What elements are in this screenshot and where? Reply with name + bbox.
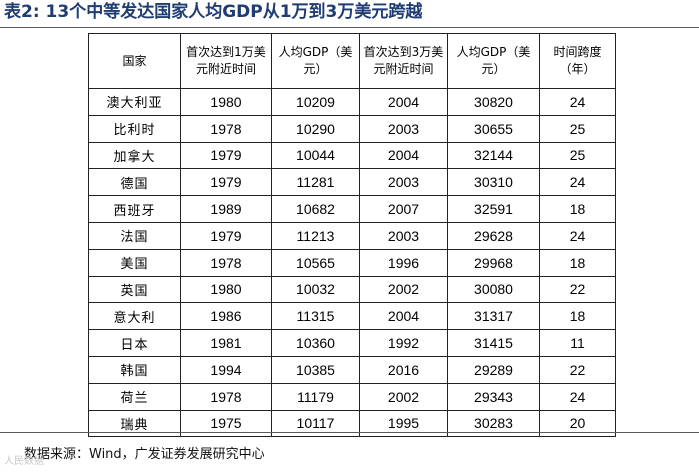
header-30k-year: 首次达到3万美元附近时间 [359,33,448,89]
cell-year-10k: 1979 [180,221,272,250]
cell-span: 24 [539,168,616,197]
cell-span: 22 [539,275,616,304]
header-country: 国家 [88,33,181,89]
header-30k-gdp: 人均GDP（美元） [447,33,540,89]
cell-span: 24 [539,88,616,116]
watermark: 人民数据 [4,456,44,467]
cell-year-10k: 1978 [180,382,272,411]
cell-year-10k: 1981 [180,329,272,357]
cell-gdp-30k: 32144 [447,141,540,170]
cell-gdp-10k: 11213 [271,221,360,250]
data-source: 数据来源：Wind，广发证券发展研究中心 [0,432,699,472]
cell-country: 英国 [88,275,181,304]
table-row: 日本 1981 10360 1992 31415 11 [88,329,616,357]
table-row: 德国 1979 11281 2003 30310 24 [88,168,616,197]
cell-span: 25 [539,114,616,143]
cell-gdp-30k: 31415 [447,329,540,357]
header-row: 国家 首次达到1万美元附近时间 人均GDP（美元） 首次达到3万美元附近时间 人… [88,33,616,89]
cell-year-10k: 1994 [180,355,272,384]
cell-year-10k: 1989 [180,195,272,223]
cell-year-30k: 1996 [359,248,448,277]
table-row: 英国 1980 10032 2002 30080 22 [88,275,616,304]
header-span: 时间跨度（年） [539,33,616,89]
cell-year-30k: 2002 [359,382,448,411]
cell-year-30k: 2016 [359,355,448,384]
cell-year-30k: 1992 [359,329,448,357]
cell-gdp-30k: 30820 [447,88,540,116]
cell-span: 18 [539,195,616,223]
table-row: 法国 1979 11213 2003 29628 24 [88,221,616,250]
cell-span: 18 [539,302,616,331]
cell-span: 25 [539,141,616,170]
cell-span: 22 [539,355,616,384]
table-title: 表2: 13个中等发达国家人均GDP从1万到3万美元跨越 [0,0,699,28]
cell-gdp-10k: 11179 [271,382,360,411]
cell-span: 11 [539,329,616,357]
cell-gdp-10k: 10032 [271,275,360,304]
header-10k-year: 首次达到1万美元附近时间 [180,33,272,89]
table-row: 比利时 1978 10290 2003 30655 25 [88,114,616,143]
cell-gdp-30k: 29343 [447,382,540,411]
cell-country: 加拿大 [88,141,181,170]
cell-year-10k: 1978 [180,248,272,277]
table-row: 美国 1978 10565 1996 29968 18 [88,248,616,277]
table-body: 澳大利亚 1980 10209 2004 30820 24 比利时 1978 10290 2003… [88,88,616,438]
cell-span: 24 [539,221,616,250]
cell-gdp-10k: 10385 [271,355,360,384]
cell-year-30k: 2004 [359,141,448,170]
cell-country: 日本 [88,329,181,357]
header-10k-gdp: 人均GDP（美元） [271,33,360,89]
cell-country: 意大利 [88,302,181,331]
table-row: 西班牙 1989 10682 2007 32591 18 [88,195,616,223]
cell-country: 比利时 [88,114,181,143]
cell-year-10k: 1980 [180,275,272,304]
cell-gdp-10k: 10290 [271,114,360,143]
cell-gdp-10k: 11281 [271,168,360,197]
cell-gdp-30k: 29968 [447,248,540,277]
cell-country: 美国 [88,248,181,277]
cell-country: 韩国 [88,355,181,384]
cell-country: 荷兰 [88,382,181,411]
cell-country: 德国 [88,168,181,197]
cell-year-30k: 2004 [359,88,448,116]
cell-year-30k: 2002 [359,275,448,304]
cell-country: 法国 [88,221,181,250]
table-row: 澳大利亚 1980 10209 2004 30820 24 [88,88,616,116]
cell-gdp-30k: 30080 [447,275,540,304]
cell-gdp-30k: 29289 [447,355,540,384]
cell-gdp-10k: 10209 [271,88,360,116]
table-row: 意大利 1986 11315 2004 31317 18 [88,302,616,331]
cell-gdp-30k: 32591 [447,195,540,223]
cell-year-30k: 2003 [359,168,448,197]
cell-span: 18 [539,248,616,277]
cell-gdp-10k: 10360 [271,329,360,357]
cell-gdp-30k: 30655 [447,114,540,143]
cell-gdp-30k: 30310 [447,168,540,197]
cell-span: 24 [539,382,616,411]
cell-year-30k: 2007 [359,195,448,223]
table-row: 韩国 1994 10385 2016 29289 22 [88,355,616,384]
cell-gdp-30k: 29628 [447,221,540,250]
cell-year-10k: 1980 [180,88,272,116]
cell-country: 西班牙 [88,195,181,223]
table-row: 荷兰 1978 11179 2002 29343 24 [88,382,616,411]
cell-year-30k: 2003 [359,114,448,143]
cell-gdp-10k: 10044 [271,141,360,170]
cell-gdp-10k: 10682 [271,195,360,223]
cell-gdp-30k: 31317 [447,302,540,331]
cell-year-30k: 2003 [359,221,448,250]
cell-gdp-10k: 11315 [271,302,360,331]
gdp-table: 国家 首次达到1万美元附近时间 人均GDP（美元） 首次达到3万美元附近时间 人… [88,33,616,438]
cell-year-10k: 1979 [180,141,272,170]
cell-gdp-10k: 10565 [271,248,360,277]
cell-year-10k: 1979 [180,168,272,197]
cell-country: 澳大利亚 [88,88,181,116]
cell-year-10k: 1978 [180,114,272,143]
cell-year-10k: 1986 [180,302,272,331]
table-row: 加拿大 1979 10044 2004 32144 25 [88,141,616,170]
cell-year-30k: 2004 [359,302,448,331]
